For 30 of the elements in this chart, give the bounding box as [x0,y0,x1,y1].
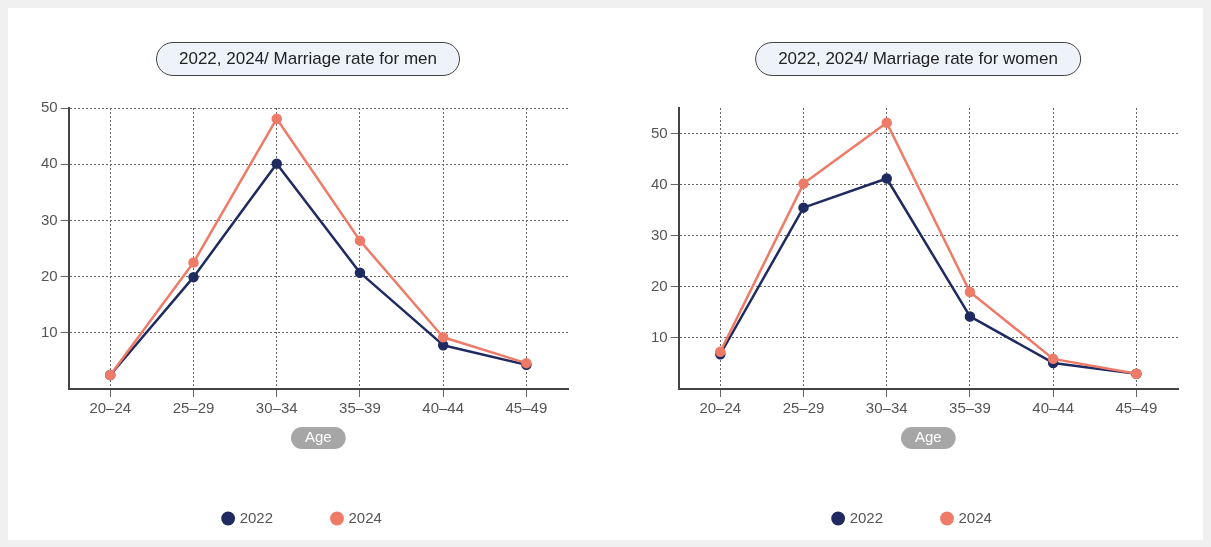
x-tick-label: 35–39 [339,399,381,417]
x-tick-label: 45–49 [1115,399,1158,417]
chart-title: 2022, 2024/ Marriage rate for women [755,42,1081,76]
legend-label: 2024 [958,508,992,526]
y-tick-label: 40 [41,154,58,172]
x-axis-title: Age [304,428,332,446]
x-tick-label: 25–29 [782,399,825,417]
y-tick-label: 20 [41,266,58,284]
x-tick-label: 40–44 [422,399,465,417]
x-tick-label: 45–49 [505,399,548,417]
x-tick-label: 40–44 [1032,399,1075,417]
y-tick-label: 50 [41,98,58,116]
legend-label: 2024 [348,508,382,526]
x-tick-label: 25–29 [172,399,215,417]
y-tick-label: 10 [41,322,58,340]
x-tick-label: 35–39 [949,399,991,417]
y-tick-label: 40 [651,174,668,192]
y-tick-label: 10 [651,328,668,346]
x-tick-label: 30–34 [865,399,908,417]
y-tick-label: 50 [651,123,668,141]
x-tick-label: 30–34 [255,399,298,417]
x-axis-title: Age [914,428,942,446]
x-tick-label: 20–24 [89,399,132,417]
y-tick-label: 30 [651,225,668,243]
chart-title: 2022, 2024/ Marriage rate for men [156,42,460,76]
y-tick-label: 30 [41,210,58,228]
legend-label: 2022 [239,508,274,526]
x-tick-label: 20–24 [699,399,742,417]
legend-label: 2022 [849,508,884,526]
y-tick-label: 20 [651,276,668,294]
